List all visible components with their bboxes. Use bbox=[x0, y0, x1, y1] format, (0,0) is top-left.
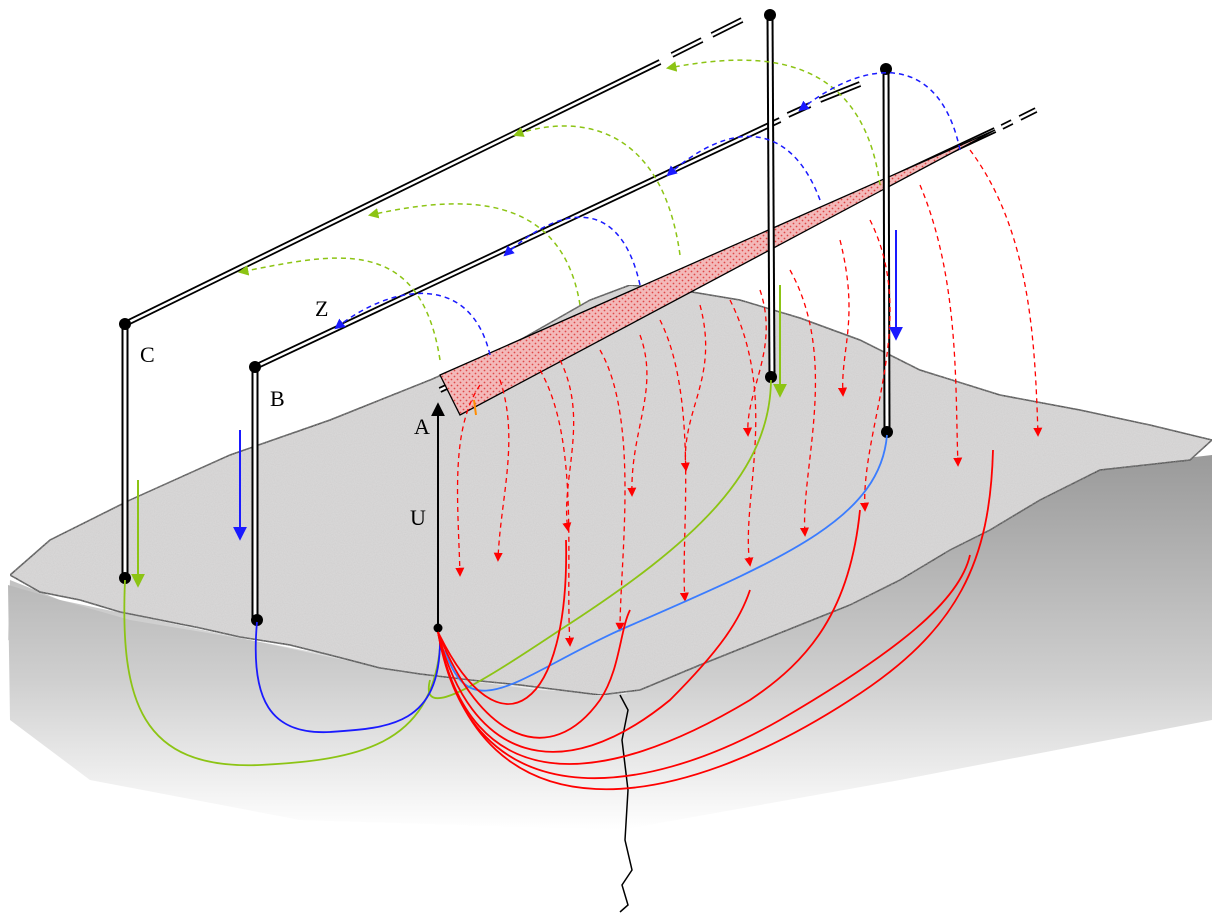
label-c: C bbox=[140, 342, 155, 367]
phase-c-line bbox=[121, 17, 744, 578]
phase-b-capacitive-currents bbox=[334, 72, 961, 356]
label-b: B bbox=[270, 386, 285, 411]
phase-b-ground-current-far bbox=[444, 434, 888, 692]
arc-tick bbox=[473, 399, 477, 416]
ground-surface bbox=[8, 284, 1212, 696]
far-pole-2 bbox=[882, 69, 891, 433]
phase-c-capacitive-currents bbox=[237, 59, 881, 361]
label-u: U bbox=[410, 505, 426, 530]
phase-current-arrows bbox=[131, 230, 903, 588]
label-a: A bbox=[414, 414, 430, 439]
phase-c-ground-current bbox=[123, 379, 772, 767]
phase-b-ground-current bbox=[254, 621, 441, 733]
ground-side-lower bbox=[8, 455, 1212, 830]
phase-a-ground-current bbox=[437, 449, 994, 790]
ground-crack bbox=[619, 694, 633, 913]
nodes bbox=[119, 9, 893, 633]
far-pole-1 bbox=[766, 14, 776, 379]
fault-field-lines bbox=[455, 149, 1043, 647]
arc-zone bbox=[439, 129, 996, 416]
label-z: Z bbox=[315, 296, 328, 321]
